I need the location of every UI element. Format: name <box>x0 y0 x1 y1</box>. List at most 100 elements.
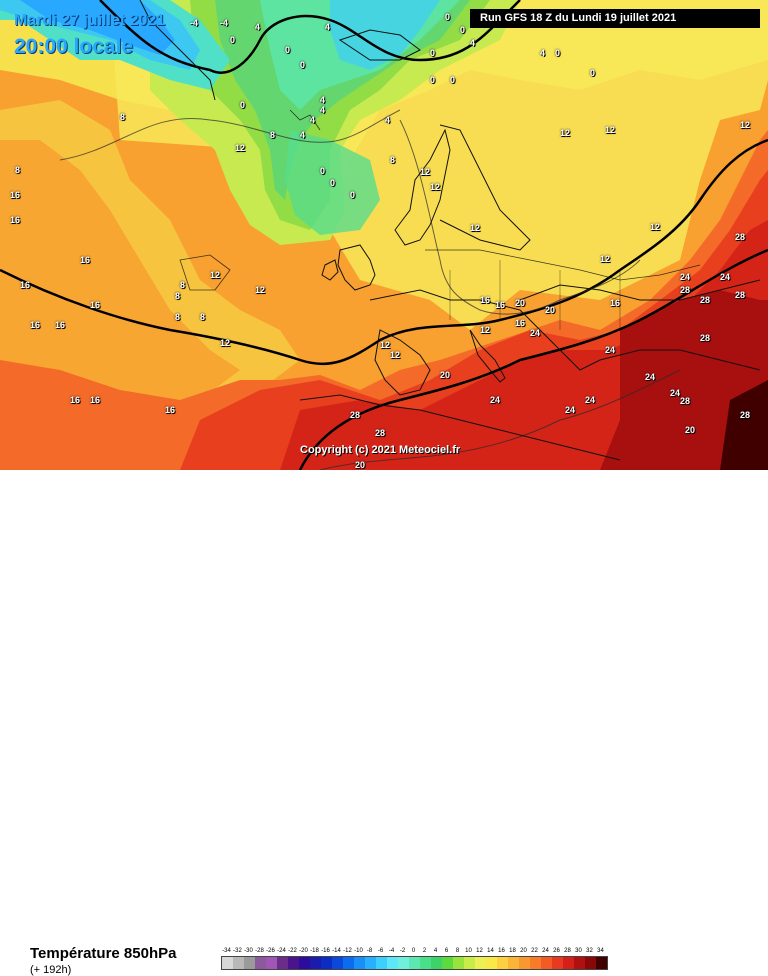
scale-label: 24 <box>542 948 549 954</box>
isotherm-label: 16 <box>515 318 526 328</box>
isotherm-label: 16 <box>20 280 31 290</box>
scale-swatch <box>574 957 585 969</box>
forecast-date: Mardi 27 juillet 2021 <box>14 12 166 29</box>
scale-label: -14 <box>332 948 341 954</box>
scale-label: -8 <box>366 948 373 954</box>
isotherm-label: 16 <box>495 300 506 310</box>
scale-swatch <box>255 957 266 969</box>
scale-label: 18 <box>509 948 516 954</box>
isotherm-label: 20 <box>545 305 556 315</box>
forecast-step: (+ 192h) <box>30 964 72 976</box>
isotherm-label: -4 <box>220 18 229 28</box>
isotherm-label: 16 <box>480 295 491 305</box>
isotherm-label: 0 <box>430 48 436 58</box>
scale-labels: -34 -32 -30 -28 -26 -24 -22 -20 -18 -16 -14 -12 -10-… <box>221 948 608 954</box>
scale-swatch <box>288 957 299 969</box>
isotherm-label: 4 <box>540 48 546 58</box>
scale-label: -18 <box>310 948 319 954</box>
isotherm-label: 24 <box>585 395 596 405</box>
scale-label: -30 <box>244 948 253 954</box>
isotherm-label: 16 <box>30 320 41 330</box>
isotherm-label: 20 <box>355 460 366 470</box>
isotherm-label: 4 <box>300 130 306 140</box>
scale-label: -4 <box>388 948 395 954</box>
scale-label: -12 <box>343 948 352 954</box>
isotherm-label: 20 <box>515 298 526 308</box>
isotherm-label: 4 <box>325 22 331 32</box>
isotherm-label: 16 <box>70 395 81 405</box>
scale-swatch <box>398 957 409 969</box>
isotherm-label: 12 <box>380 340 391 350</box>
scale-swatch <box>332 957 343 969</box>
scale-label: -16 <box>321 948 330 954</box>
scale-swatch <box>310 957 321 969</box>
scale-swatch <box>596 957 607 969</box>
scale-swatch <box>376 957 387 969</box>
scale-swatch <box>508 957 519 969</box>
isotherm-label: 24 <box>530 328 541 338</box>
scale-label: 4 <box>433 948 438 954</box>
isotherm-label: 4 <box>470 38 476 48</box>
isotherm-label: 28 <box>735 290 746 300</box>
isotherm-label: 16 <box>80 255 91 265</box>
scale-label: 26 <box>553 948 560 954</box>
isotherm-label: 24 <box>605 345 616 355</box>
isotherm-label: 8 <box>270 130 276 140</box>
scale-swatch <box>233 957 244 969</box>
isotherm-label: -4 <box>190 18 199 28</box>
scale-label: 34 <box>597 948 604 954</box>
isotherm-label: 24 <box>565 405 576 415</box>
isotherm-label: 0 <box>240 100 246 110</box>
isotherm-label: 8 <box>180 280 186 290</box>
isotherm-label: 12 <box>390 350 401 360</box>
isotherm-label: 12 <box>600 254 611 264</box>
scale-label: -34 <box>222 948 231 954</box>
isotherm-label: 8 <box>200 312 206 322</box>
scale-swatch <box>453 957 464 969</box>
scale-label: 0 <box>411 948 416 954</box>
isotherm-label: 24 <box>670 388 681 398</box>
temperature-map: Mardi 27 juillet 2021 20:00 locale Run G… <box>0 0 768 470</box>
scale-swatch <box>519 957 530 969</box>
scale-label: 22 <box>531 948 538 954</box>
isotherm-label: 0 <box>450 75 456 85</box>
isotherm-label: 12 <box>605 125 616 135</box>
isotherm-label: 0 <box>445 12 451 22</box>
scale-swatch <box>530 957 541 969</box>
scale-label: 6 <box>444 948 449 954</box>
isotherm-label: 16 <box>10 190 21 200</box>
isotherm-label: 12 <box>255 285 266 295</box>
isotherm-label: 0 <box>590 68 596 78</box>
isotherm-label: 28 <box>680 285 691 295</box>
isotherm-label: 0 <box>330 178 336 188</box>
isotherm-label: 0 <box>300 60 306 70</box>
scale-swatch <box>585 957 596 969</box>
isotherm-label: 12 <box>220 338 231 348</box>
copyright-text: Copyright (c) 2021 Meteociel.fr <box>300 444 461 456</box>
isotherm-label: 4 <box>385 115 391 125</box>
isotherm-label: 12 <box>650 222 661 232</box>
isotherm-label: 12 <box>420 167 431 177</box>
isotherm-label: 12 <box>430 182 441 192</box>
isotherm-label: 24 <box>645 372 656 382</box>
map-canvas <box>0 0 768 470</box>
isotherm-label: 24 <box>680 272 691 282</box>
isotherm-label: 4 <box>255 22 261 32</box>
scale-label: 16 <box>498 948 505 954</box>
scale-swatch <box>464 957 475 969</box>
isotherm-label: 28 <box>350 410 361 420</box>
scale-label: 32 <box>586 948 593 954</box>
scale-swatch <box>409 957 420 969</box>
isotherm-label: 8 <box>175 312 181 322</box>
scale-label: 2 <box>422 948 427 954</box>
run-info: Run GFS 18 Z du Lundi 19 juillet 2021 <box>470 9 760 28</box>
isotherm-label: 28 <box>735 232 746 242</box>
scale-swatch <box>321 957 332 969</box>
scale-label: 12 <box>476 948 483 954</box>
isotherm-label: 12 <box>560 128 571 138</box>
isotherm-label: 16 <box>90 300 101 310</box>
isotherm-label: 28 <box>700 295 711 305</box>
isotherm-label: 16 <box>10 215 21 225</box>
scale-swatch <box>497 957 508 969</box>
isotherm-label: 20 <box>685 425 696 435</box>
